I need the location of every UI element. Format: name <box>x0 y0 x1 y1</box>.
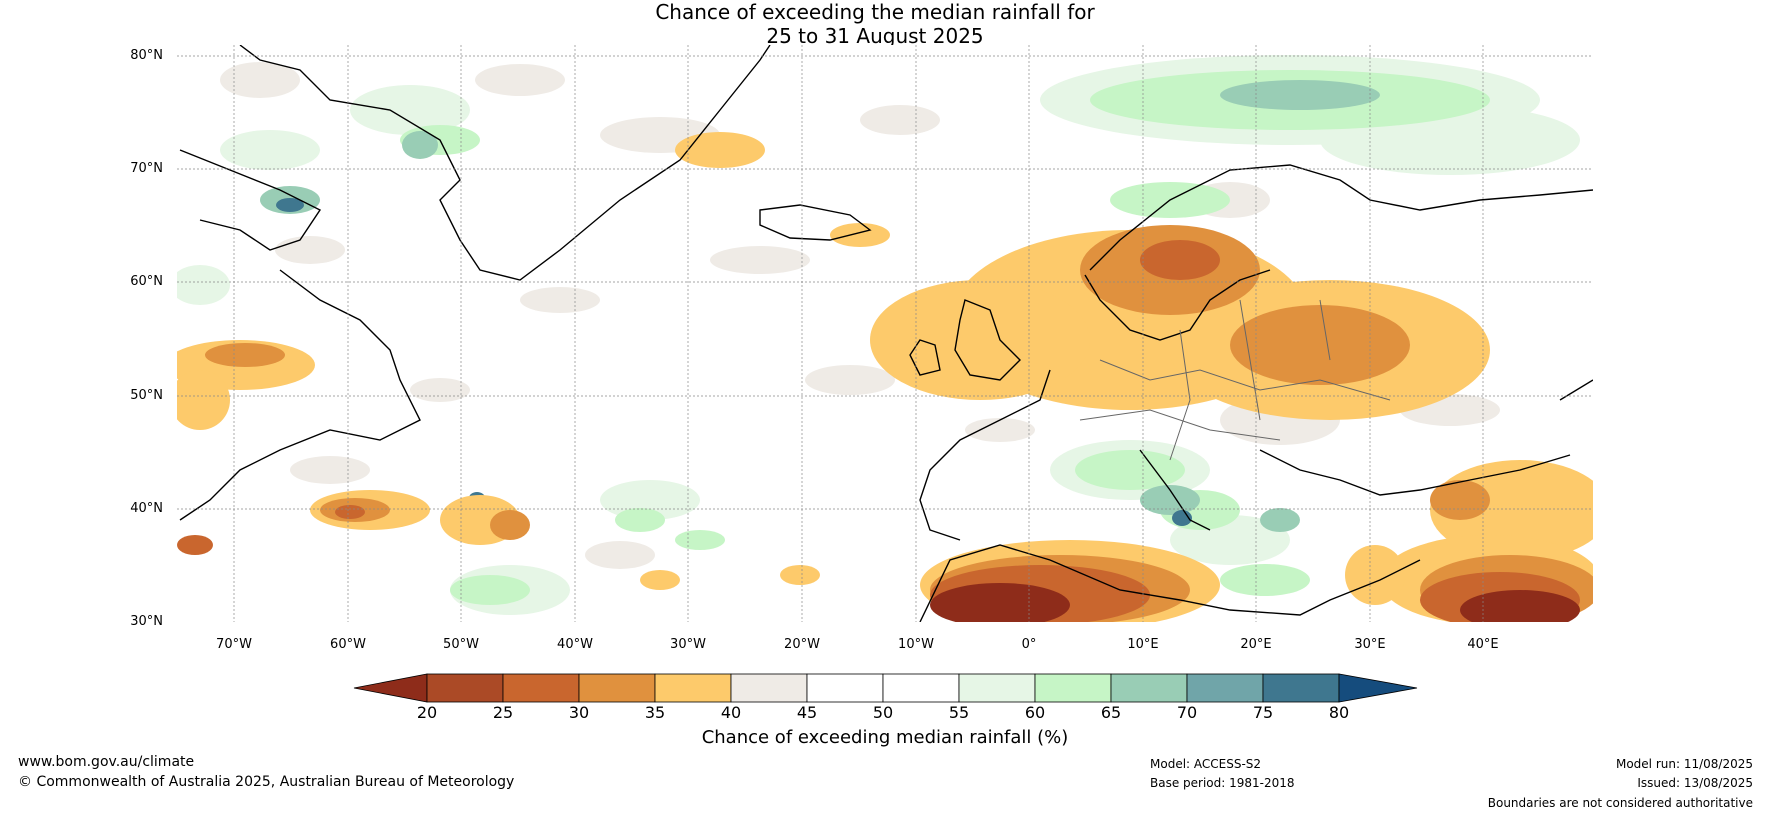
map-title: Chance of exceeding the median rainfall … <box>0 0 1760 48</box>
longitude-label: 10°E <box>1127 637 1159 652</box>
colorbar-band <box>426 673 504 703</box>
colorbar-tick-label: 30 <box>568 703 590 722</box>
colorbar-band <box>1110 673 1188 703</box>
title-line-1: Chance of exceeding the median rainfall … <box>655 0 1095 24</box>
colorbar-tick-label: 75 <box>1252 703 1274 722</box>
colorbar-tick-label: 80 <box>1328 703 1350 722</box>
driest-patches <box>930 583 1580 622</box>
longitude-label: 60°W <box>330 637 366 652</box>
colorbar-tick-label: 20 <box>416 703 438 722</box>
latitude-label: 80°N <box>130 48 163 63</box>
latitude-label: 40°N <box>130 501 163 516</box>
colorbar-band <box>1186 673 1264 703</box>
longitude-label: 40°W <box>557 637 593 652</box>
issued-date: Issued: 13/08/2025 <box>1637 776 1753 790</box>
colorbar-tick-label: 45 <box>796 703 818 722</box>
colorbar-band <box>1262 673 1340 703</box>
colorbar-tick-label: 70 <box>1176 703 1198 722</box>
colorbar-band <box>958 673 1036 703</box>
graticule <box>177 45 1593 622</box>
country-borders <box>1079 299 1391 461</box>
colorbar-tick-label: 25 <box>492 703 514 722</box>
website-link[interactable]: www.bom.gov.au/climate <box>18 754 195 770</box>
map-area <box>177 45 1593 622</box>
colorbar-band <box>730 673 808 703</box>
longitude-label: 30°W <box>670 637 706 652</box>
colorbar-max-extend <box>1338 673 1418 703</box>
longitude-label: 20°E <box>1240 637 1272 652</box>
colorbar-min-extend <box>353 673 428 703</box>
colorbar-band <box>1034 673 1112 703</box>
copyright: © Commonwealth of Australia 2025, Austra… <box>18 774 515 790</box>
colorbar-band <box>882 673 960 703</box>
colorbar-label: Chance of exceeding median rainfall (%) <box>701 727 1069 748</box>
base-period: Base period: 1981-2018 <box>1150 776 1295 790</box>
colorbar-tick-label: 50 <box>872 703 894 722</box>
model-run: Model run: 11/08/2025 <box>1615 757 1753 771</box>
colorbar-tick-label: 35 <box>644 703 666 722</box>
latitude-label: 50°N <box>130 388 163 403</box>
latitude-label: 60°N <box>130 274 163 289</box>
title-line-2: 25 to 31 August 2025 <box>766 24 984 48</box>
colorbar-tick-label: 40 <box>720 703 742 722</box>
longitude-label: 0° <box>1021 637 1037 652</box>
latitude-label: 30°N <box>130 614 163 629</box>
model-name: Model: ACCESS-S2 <box>1150 757 1262 771</box>
longitude-label: 50°W <box>443 637 479 652</box>
colorbar-band <box>806 673 884 703</box>
teal-patches <box>260 80 1380 532</box>
latitude-label: 70°N <box>130 161 163 176</box>
colorbar-tick-label: 60 <box>1024 703 1046 722</box>
colorbar-band <box>502 673 580 703</box>
colorbar-tick-label: 65 <box>1100 703 1122 722</box>
colorbar <box>353 673 1418 703</box>
coastlines <box>179 45 1593 622</box>
longitude-label: 70°W <box>216 637 252 652</box>
disclaimer: Boundaries are not considered authoritat… <box>1487 796 1753 810</box>
colorbar-band <box>578 673 656 703</box>
colorbar-band <box>654 673 732 703</box>
longitude-label: 10°W <box>898 637 934 652</box>
colorbar-tick-label: 55 <box>948 703 970 722</box>
longitude-label: 30°E <box>1354 637 1386 652</box>
longitude-label: 20°W <box>784 637 820 652</box>
longitude-label: 40°E <box>1467 637 1499 652</box>
